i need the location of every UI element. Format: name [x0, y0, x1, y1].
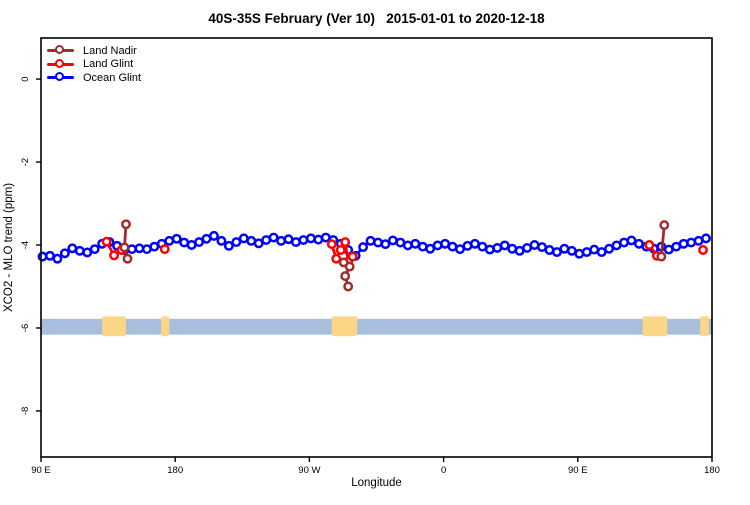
x-tick-label: 180: [167, 465, 183, 476]
ocean-glint-point: [484, 244, 495, 255]
ocean-glint-point: [425, 243, 436, 254]
ocean-glint-point: [574, 248, 585, 259]
ocean-glint-point: [171, 233, 182, 244]
ocean-glint-point: [298, 235, 309, 245]
x-tick-label: 90 E: [31, 465, 51, 476]
land-nadir-point: [119, 242, 130, 253]
land-glint-point: [159, 244, 170, 255]
x-tick-label: 180: [704, 465, 720, 476]
land-glint-point: [331, 253, 342, 264]
land-nadir-line: [659, 223, 666, 259]
ocean-glint-point: [701, 233, 711, 244]
y-tick-label: -4: [20, 241, 31, 249]
legend-label: Land Nadir: [83, 44, 137, 57]
land-glint-point: [347, 251, 358, 262]
ocean-glint-point: [365, 235, 376, 246]
land-nadir-point: [121, 219, 131, 230]
map-ocean-band: [41, 318, 712, 335]
land-nadir-marker-icon: [47, 45, 74, 56]
legend-label: Ocean Glint: [83, 71, 142, 84]
ocean-glint-point: [373, 237, 383, 248]
land-glint-marker-icon: [47, 58, 74, 70]
land-nadir-point: [340, 271, 351, 282]
legend-item-land-glint: Land Glint: [47, 58, 141, 72]
ocean-glint-marker-icon: [47, 72, 74, 83]
land-nadir-line: [123, 222, 129, 261]
land-glint-point: [109, 250, 120, 261]
ocean-glint-point: [626, 235, 637, 246]
x-axis-label: Longitude: [351, 477, 402, 489]
ocean-glint-point: [455, 244, 465, 255]
land-glint-point: [698, 245, 709, 255]
y-axis-label: XCO2 - MLO trend (ppm): [3, 183, 15, 312]
ocean-glint-point: [253, 238, 264, 249]
map-land-patch: [700, 316, 710, 337]
map-land-patch: [161, 316, 170, 337]
ocean-glint-point: [223, 240, 234, 251]
y-tick-label: -8: [20, 407, 31, 415]
ocean-glint-point: [551, 247, 562, 258]
legend-label: Land Glint: [83, 58, 134, 71]
land-nadir-point: [343, 281, 354, 292]
y-tick-label: -2: [20, 158, 31, 166]
ocean-glint-point: [216, 235, 227, 246]
chart-title: 40S-35S February (Ver 10) 2015-01-01 to …: [208, 11, 545, 26]
ocean-glint-point: [194, 237, 205, 248]
ocean-glint-point: [604, 243, 615, 254]
ocean-glint-point: [596, 247, 607, 258]
land-nadir-point: [122, 253, 133, 264]
ocean-glint-point: [268, 232, 279, 243]
ocean-glint-point: [432, 240, 443, 251]
ocean-glint-point: [402, 240, 413, 251]
x-tick-label: 0: [441, 465, 446, 476]
ocean-glint-point: [59, 248, 70, 259]
plot-border: [40, 37, 713, 458]
land-glint-point: [644, 240, 655, 250]
legend-item-land-nadir: Land Nadir: [47, 44, 141, 58]
ocean-glint-point: [276, 235, 287, 246]
land-nadir-point: [344, 261, 355, 272]
map-land-patch: [331, 316, 358, 337]
ocean-glint-point: [380, 239, 391, 250]
x-tick-label: 90 W: [298, 465, 320, 476]
ocean-glint-point: [686, 237, 697, 248]
ocean-glint-point: [209, 230, 219, 241]
legend: Land Nadir Land Glint Ocean Glint: [47, 44, 141, 85]
map-land-patch: [102, 316, 126, 337]
ocean-glint-point: [678, 238, 689, 249]
y-tick-label: -6: [20, 324, 31, 332]
ocean-glint-point: [74, 245, 85, 256]
land-nadir-point: [656, 251, 667, 262]
ocean-glint-point: [305, 233, 316, 244]
map-land-patch: [642, 316, 668, 337]
ocean-glint-point: [82, 247, 93, 258]
ocean-glint-point: [358, 242, 369, 253]
x-tick-label: 90 E: [568, 465, 588, 476]
land-nadir-point: [659, 220, 670, 231]
land-glint-point: [326, 239, 337, 250]
ocean-glint-point: [499, 240, 510, 251]
legend-item-ocean-glint: Ocean Glint: [47, 71, 141, 85]
ocean-glint-point: [52, 253, 63, 264]
land-glint-point: [335, 245, 346, 255]
land-glint-point: [101, 236, 112, 247]
y-tick-label: 0: [20, 76, 31, 81]
ocean-glint-point: [89, 244, 100, 255]
ocean-glint-point: [231, 237, 242, 248]
land-glint-point: [340, 237, 351, 248]
